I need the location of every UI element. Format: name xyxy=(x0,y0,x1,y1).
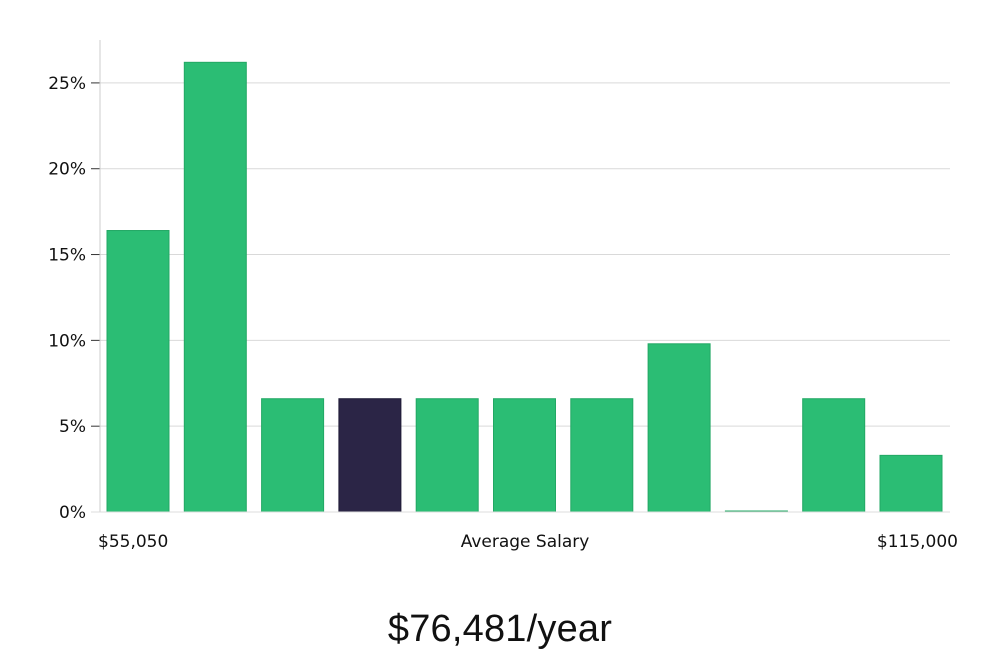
bar xyxy=(879,454,943,513)
x-min-label: $55,050 xyxy=(98,532,168,552)
bar xyxy=(570,398,634,513)
bar xyxy=(183,61,247,513)
y-tick-label: 10% xyxy=(48,331,86,351)
average-salary-title: $76,481/year xyxy=(387,608,613,650)
bar xyxy=(106,230,170,513)
y-tick-label: 0% xyxy=(59,503,86,523)
y-tick-label: 5% xyxy=(59,417,86,437)
bar xyxy=(647,343,711,513)
bar xyxy=(493,398,556,513)
salary-histogram: 0% 5% 10% 15% 20% 25% $55,050 Average Salary $11… xyxy=(48,40,958,552)
bar-highlight xyxy=(338,398,402,513)
bar xyxy=(261,398,325,513)
bar xyxy=(802,398,866,513)
y-tick-label: 20% xyxy=(48,160,86,180)
y-tick-label: 25% xyxy=(48,74,86,94)
x-max-label: $115,000 xyxy=(877,532,958,552)
bar xyxy=(415,398,479,513)
chart-canvas: 0% 5% 10% 15% 20% 25% $55,050 Average Salary $11… xyxy=(48,40,958,552)
y-tick-label: 15% xyxy=(48,246,86,266)
x-axis-label: Average Salary xyxy=(461,532,590,552)
